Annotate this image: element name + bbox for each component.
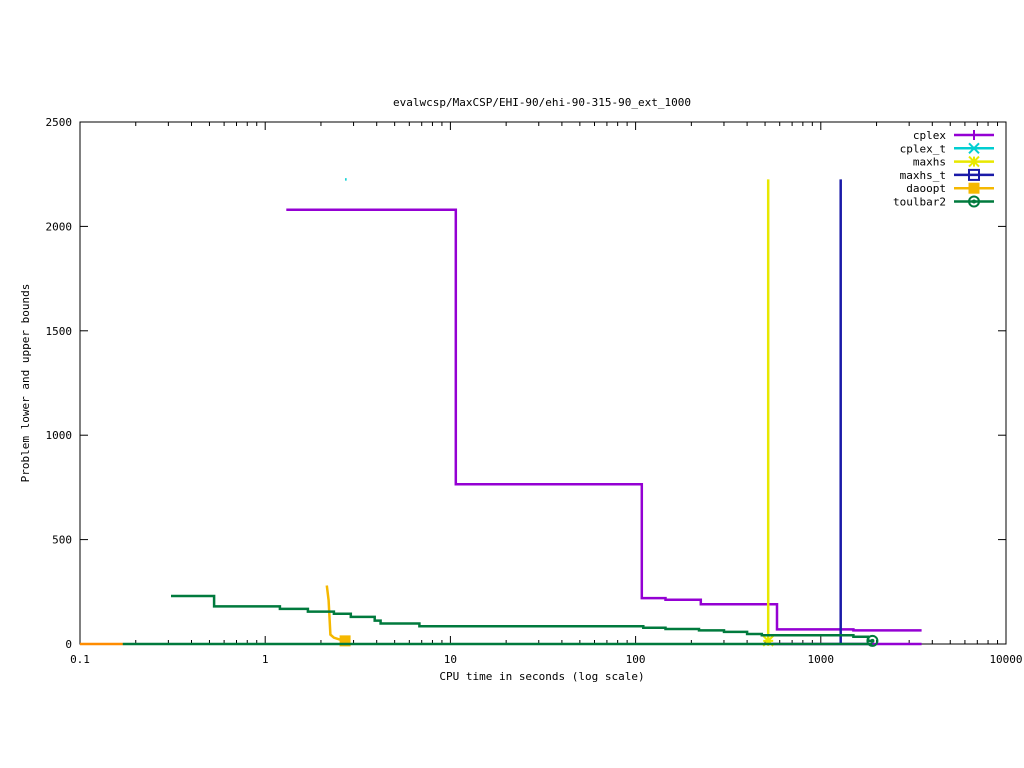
legend-marker-daoopt xyxy=(968,182,980,194)
y-tick-label: 1500 xyxy=(46,325,73,338)
y-tick-label: 0 xyxy=(65,638,72,651)
x-tick-label: 0.1 xyxy=(70,653,90,666)
series-toulbar2-upper-line xyxy=(171,594,873,643)
series-cplex-upper-line xyxy=(286,208,922,632)
legend-label-cplex-t: cplex_t xyxy=(900,142,946,155)
legend-label-toulbar2: toulbar2 xyxy=(893,196,946,209)
y-axis-label: Problem lower and upper bounds xyxy=(19,284,32,483)
axis-ticks: 0.1 1 10 100 1000 10000 0 500 1000 1500 2000 2500 xyxy=(46,116,1023,666)
chart-title: evalwcsp/MaxCSP/EHI-90/ehi-90-315-90_ext… xyxy=(393,96,691,109)
legend-label-cplex: cplex xyxy=(913,129,946,142)
series-toulbar2-point xyxy=(866,634,879,647)
legend-label-daoopt: daoopt xyxy=(906,182,946,195)
x-tick-label: 10000 xyxy=(989,653,1022,666)
x-tick-label: 1 xyxy=(262,653,269,666)
y-tick-label: 2500 xyxy=(46,116,73,129)
legend-marker-cplex-t xyxy=(968,142,980,155)
plot-frame xyxy=(79,121,1007,645)
legend-marker-cplex xyxy=(969,130,979,140)
x-tick-label: 10 xyxy=(444,653,457,666)
y-tick-label: 500 xyxy=(52,534,72,547)
legend-marker-maxhs-t xyxy=(968,168,980,181)
legend-label-maxhs: maxhs xyxy=(913,156,946,169)
series-layer xyxy=(80,178,922,647)
x-tick-label: 1000 xyxy=(808,653,835,666)
y-tick-label: 1000 xyxy=(46,429,73,442)
series-daoopt-point xyxy=(339,635,351,647)
legend-marker-maxhs xyxy=(968,155,980,168)
legend-marker-toulbar2 xyxy=(968,195,980,208)
x-axis-label: CPU time in seconds (log scale) xyxy=(439,670,644,683)
x-tick-label: 100 xyxy=(626,653,646,666)
legend-label-maxhs-t: maxhs_t xyxy=(900,169,946,182)
y-tick-label: 2000 xyxy=(46,220,73,233)
